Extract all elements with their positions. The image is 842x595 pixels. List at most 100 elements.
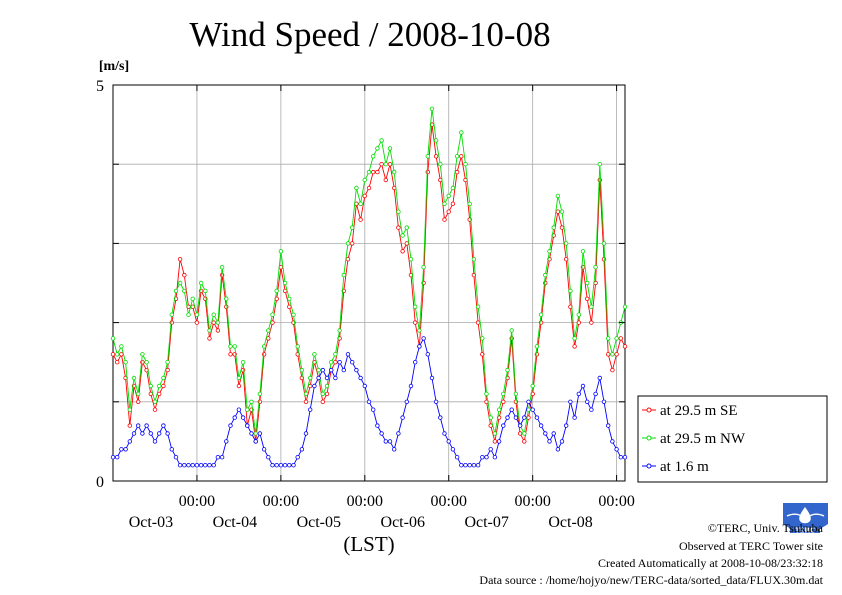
- data-point: [375, 169, 380, 175]
- legend-label: at 29.5 m NW: [660, 431, 746, 447]
- data-point: [186, 463, 191, 468]
- data-point: [228, 423, 233, 428]
- data-point: [140, 431, 145, 436]
- data-point: [198, 280, 204, 286]
- data-point: [606, 352, 611, 357]
- data-point: [203, 288, 208, 294]
- x-axis-label: (LST): [343, 532, 394, 556]
- data-point: [215, 455, 221, 460]
- data-point: [207, 328, 212, 333]
- plot-border: [112, 84, 626, 482]
- data-point: [417, 328, 422, 333]
- data-point: [215, 320, 221, 325]
- data-point: [320, 399, 325, 404]
- data-point: [110, 336, 116, 341]
- data-point: [190, 296, 195, 301]
- data-point: [610, 439, 615, 444]
- data-point: [421, 336, 426, 341]
- data-point: [329, 360, 334, 365]
- data-point: [543, 431, 548, 436]
- data-point: [484, 455, 489, 460]
- data-point: [354, 367, 359, 373]
- data-point: [614, 352, 619, 357]
- data-point: [488, 415, 493, 420]
- data-point: [589, 304, 594, 309]
- data-point: [362, 383, 367, 389]
- x-tick-label-time: 00:00: [179, 493, 215, 510]
- legend-box: [637, 395, 828, 483]
- data-point: [589, 320, 594, 325]
- data-source-path: Data source : /home/hojyo/new/TERC-data/…: [479, 573, 823, 587]
- data-point: [127, 407, 132, 412]
- data-point: [606, 423, 611, 428]
- data-series: [110, 106, 628, 468]
- data-point: [396, 225, 401, 230]
- data-point: [392, 447, 397, 452]
- data-point: [614, 447, 619, 452]
- data-point: [156, 391, 162, 397]
- legend-marker: [646, 435, 652, 441]
- data-point: [161, 375, 166, 381]
- data-point: [148, 391, 153, 397]
- data-point: [270, 312, 275, 317]
- data-point: [387, 161, 393, 167]
- data-point: [211, 463, 216, 468]
- data-point: [253, 439, 258, 444]
- data-point: [400, 415, 405, 420]
- data-point: [110, 352, 116, 357]
- data-point: [568, 288, 573, 294]
- data-point: [530, 383, 535, 389]
- data-point: [413, 360, 418, 365]
- data-point: [538, 423, 544, 428]
- data-point: [345, 352, 351, 357]
- x-tick-label-date: Oct-07: [464, 514, 508, 531]
- data-point: [547, 249, 552, 254]
- data-point: [236, 375, 242, 381]
- data-point: [148, 431, 153, 436]
- data-point: [119, 447, 124, 452]
- data-point: [564, 423, 569, 428]
- data-point: [366, 185, 372, 191]
- data-point: [429, 375, 435, 381]
- data-point: [190, 463, 195, 468]
- data-point: [375, 423, 380, 428]
- data-point: [358, 201, 363, 206]
- data-point: [358, 375, 363, 381]
- data-point: [165, 360, 170, 365]
- data-point: [194, 312, 200, 317]
- data-point: [484, 391, 489, 397]
- data-point: [379, 431, 384, 436]
- data-point: [182, 463, 187, 468]
- data-point: [249, 399, 254, 404]
- data-point: [131, 375, 137, 381]
- x-tick-label-time: 00:00: [514, 493, 550, 510]
- data-point: [505, 367, 510, 373]
- data-point: [505, 415, 510, 420]
- data-point: [442, 217, 447, 222]
- data-point: [127, 439, 132, 444]
- data-point: [161, 423, 166, 428]
- logo-text: TERC: [795, 527, 815, 535]
- data-point: [496, 407, 502, 412]
- data-point: [266, 328, 271, 333]
- data-point: [224, 439, 229, 444]
- data-point: [299, 447, 305, 452]
- data-point: [555, 447, 561, 452]
- data-point: [152, 399, 158, 404]
- y-tick-label-max: 5: [96, 78, 104, 95]
- data-point: [362, 177, 367, 183]
- data-point: [169, 312, 174, 317]
- data-point: [580, 249, 586, 254]
- y-tick-label-min: 0: [96, 474, 104, 491]
- data-point: [534, 344, 540, 349]
- data-point: [580, 383, 586, 389]
- data-point: [350, 360, 355, 365]
- data-point: [169, 447, 174, 452]
- data-point: [408, 257, 414, 262]
- data-point: [261, 344, 267, 349]
- data-point: [442, 431, 447, 436]
- data-point: [475, 304, 481, 309]
- data-point: [345, 257, 351, 262]
- data-point: [396, 431, 401, 436]
- data-point: [207, 463, 212, 468]
